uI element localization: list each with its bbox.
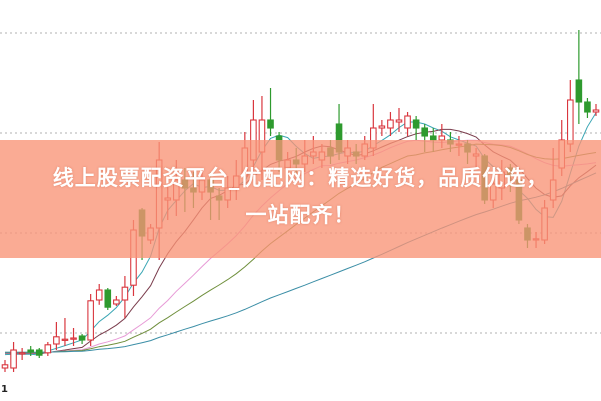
candle bbox=[267, 88, 274, 136]
candle bbox=[10, 342, 17, 372]
candle-body-up bbox=[378, 125, 386, 129]
candle-body-up bbox=[113, 299, 120, 305]
promo-banner-text: 线上股票配资平台_优配网：精选好货，品质优选， 一站配齐！ bbox=[0, 160, 601, 234]
candle bbox=[575, 30, 583, 124]
candle-body-up bbox=[1, 364, 9, 369]
banner-line-2: 一站配齐！ bbox=[245, 203, 356, 227]
candle bbox=[53, 322, 60, 350]
candle bbox=[61, 318, 69, 346]
candle bbox=[18, 348, 26, 360]
candle-body-down bbox=[267, 119, 274, 129]
candle-body-down bbox=[104, 289, 112, 308]
candle-body-down bbox=[412, 119, 420, 129]
candle-body-down bbox=[421, 127, 428, 137]
candle-body-up bbox=[87, 300, 94, 341]
candle bbox=[584, 98, 591, 118]
candle-body-up bbox=[95, 289, 103, 301]
candle-body-up bbox=[387, 119, 394, 129]
candle-body-up bbox=[44, 344, 52, 354]
candle-body-up bbox=[18, 352, 26, 355]
candle bbox=[78, 334, 86, 344]
candle bbox=[378, 120, 386, 136]
candle bbox=[70, 328, 77, 346]
candle bbox=[395, 108, 403, 132]
candle bbox=[412, 116, 420, 140]
banner-line-1: 线上股票配资平台_优配网：精选好货，品质优选， bbox=[52, 166, 549, 190]
candle-body-down bbox=[27, 349, 34, 353]
candle-body-up bbox=[70, 337, 77, 340]
candle-body-up bbox=[567, 99, 574, 145]
candle bbox=[44, 342, 52, 356]
candle bbox=[35, 348, 43, 358]
candle bbox=[387, 112, 394, 136]
candle-body-up bbox=[404, 115, 411, 129]
candle-body-up bbox=[121, 286, 129, 301]
candle bbox=[121, 276, 129, 318]
promo-banner bbox=[0, 140, 601, 258]
candle-body-down bbox=[78, 335, 86, 341]
candle bbox=[104, 288, 112, 310]
candle-body-up bbox=[61, 338, 69, 341]
candle-body-up bbox=[395, 119, 403, 123]
candle-body-down bbox=[584, 101, 591, 113]
candle-body-up bbox=[53, 336, 60, 345]
candle-body-down bbox=[35, 349, 43, 356]
candle bbox=[95, 284, 103, 305]
candle bbox=[27, 346, 34, 356]
candle-body-up bbox=[592, 109, 600, 113]
candle bbox=[1, 360, 9, 372]
candle bbox=[592, 104, 600, 116]
candle bbox=[113, 296, 120, 306]
candle-body-down bbox=[575, 79, 583, 103]
corner-label: 1 bbox=[1, 384, 8, 395]
candle-body-up bbox=[10, 349, 17, 369]
candle bbox=[404, 112, 411, 136]
candle bbox=[87, 294, 94, 346]
